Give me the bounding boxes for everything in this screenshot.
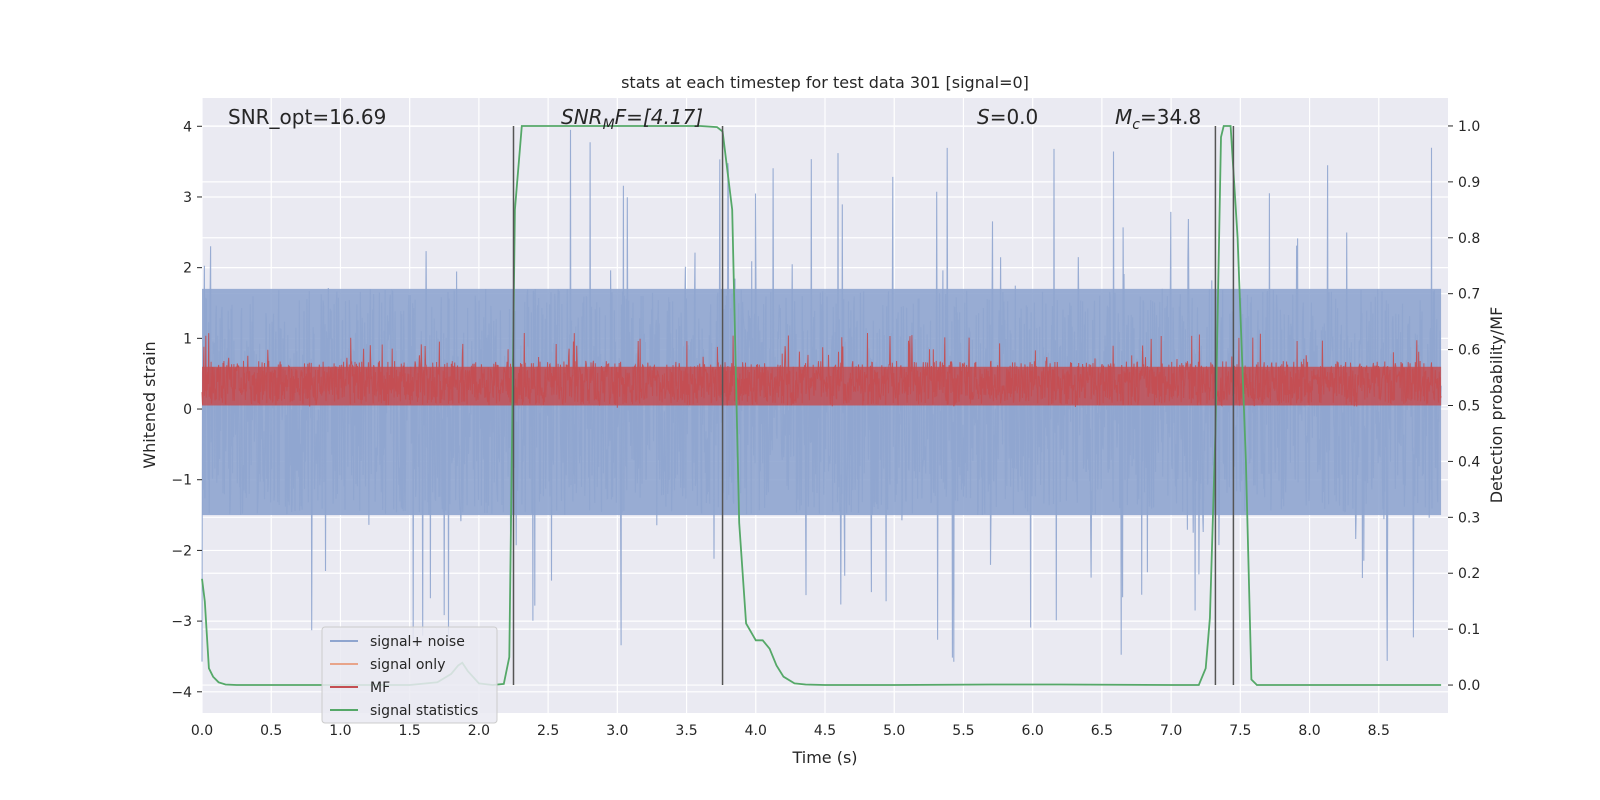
- x-tick-label: 5.0: [883, 723, 905, 739]
- right-tick-label: 0.0: [1458, 678, 1480, 694]
- x-tick-label: 0.0: [191, 723, 213, 739]
- legend-box: [321, 626, 498, 724]
- series-mf: [201, 332, 1442, 408]
- annotation-snr-opt: SNR_opt=16.69: [228, 105, 386, 129]
- x-tick-label: 3.0: [606, 723, 628, 739]
- left-tick-label: −4: [171, 685, 192, 701]
- left-tick-label: 1: [183, 331, 192, 347]
- legend-label: MF: [370, 680, 390, 696]
- right-tick-label: 0.3: [1458, 510, 1480, 526]
- x-tick-label: 6.0: [1022, 723, 1044, 739]
- x-tick-label: 0.5: [260, 723, 282, 739]
- right-axis-ticks: 0.0 0.1 0.2 0.3 0.4 0.5 0.6 0.7 0.8 0.9 1.0: [1448, 119, 1480, 694]
- right-tick-label: 0.6: [1458, 343, 1480, 359]
- x-tick-label: 2.0: [468, 723, 490, 739]
- mc-symbol: M: [1115, 105, 1132, 129]
- left-tick-label: −3: [171, 614, 192, 630]
- x-tick-label: 3.5: [675, 723, 697, 739]
- x-axis-ticks: 0.0 0.5 1.0 1.5 2.0 2.5 3.0 3.5 4.0 4.5 5.0 5.5 6.0 6…: [191, 723, 1390, 739]
- snr-mf-subscript: M: [603, 117, 615, 133]
- right-tick-label: 0.1: [1458, 622, 1480, 638]
- left-tick-label: −2: [171, 543, 192, 559]
- right-tick-label: 0.9: [1458, 175, 1480, 191]
- x-tick-label: 1.5: [399, 723, 421, 739]
- x-tick-label: 1.0: [329, 723, 351, 739]
- series-signal-noise: [201, 129, 1442, 662]
- right-tick-label: 1.0: [1458, 119, 1480, 135]
- x-tick-label: 4.0: [745, 723, 767, 739]
- x-tick-label: 6.5: [1091, 723, 1113, 739]
- right-tick-label: 0.2: [1458, 566, 1480, 582]
- x-tick-label: 8.5: [1368, 723, 1390, 739]
- legend-label: signal+ noise: [370, 634, 465, 650]
- right-tick-label: 0.8: [1458, 231, 1480, 247]
- x-tick-label: 7.0: [1160, 723, 1182, 739]
- right-tick-label: 0.4: [1458, 454, 1480, 470]
- annotation-s: S=0.0: [977, 105, 1038, 129]
- left-tick-label: 3: [183, 190, 192, 206]
- snr-mf-value: F=[4.17]: [615, 105, 703, 129]
- x-tick-label: 5.5: [952, 723, 974, 739]
- x-tick-label: 2.5: [537, 723, 559, 739]
- mc-subscript: c: [1132, 117, 1140, 133]
- left-tick-label: −1: [171, 473, 192, 489]
- legend: signal+ noise signal only MF signal statist…: [321, 626, 498, 724]
- s-value: =0.0: [990, 105, 1039, 129]
- chart-title: stats at each timestep for test data 301…: [621, 73, 1029, 92]
- mc-value: =34.8: [1140, 105, 1201, 129]
- x-tick-label: 7.5: [1229, 723, 1251, 739]
- annotation-snr-mf: SNRMF=[4.17]: [561, 105, 703, 133]
- left-axis-label: Whitened strain: [140, 341, 159, 468]
- vertical-markers: [512, 125, 1235, 686]
- right-axis-label: Detection probability/MF: [1487, 307, 1506, 504]
- x-tick-label: 8.0: [1298, 723, 1320, 739]
- left-tick-label: 4: [183, 119, 192, 135]
- annotation-mc: Mc=34.8: [1115, 105, 1201, 133]
- left-axis-ticks: −4 −3 −2 −1 0 1 2 3 4: [171, 119, 202, 701]
- s-symbol: S: [977, 105, 990, 129]
- right-tick-label: 0.5: [1458, 399, 1480, 415]
- legend-label: signal statistics: [370, 703, 478, 719]
- snr-mf-symbol: SNR: [561, 105, 603, 129]
- legend-label: signal only: [370, 657, 445, 673]
- left-tick-label: 0: [183, 402, 192, 418]
- left-tick-label: 2: [183, 261, 192, 277]
- series-layer: [201, 125, 1442, 686]
- x-axis-label: Time (s): [791, 748, 857, 767]
- right-tick-label: 0.7: [1458, 287, 1480, 303]
- x-tick-label: 4.5: [814, 723, 836, 739]
